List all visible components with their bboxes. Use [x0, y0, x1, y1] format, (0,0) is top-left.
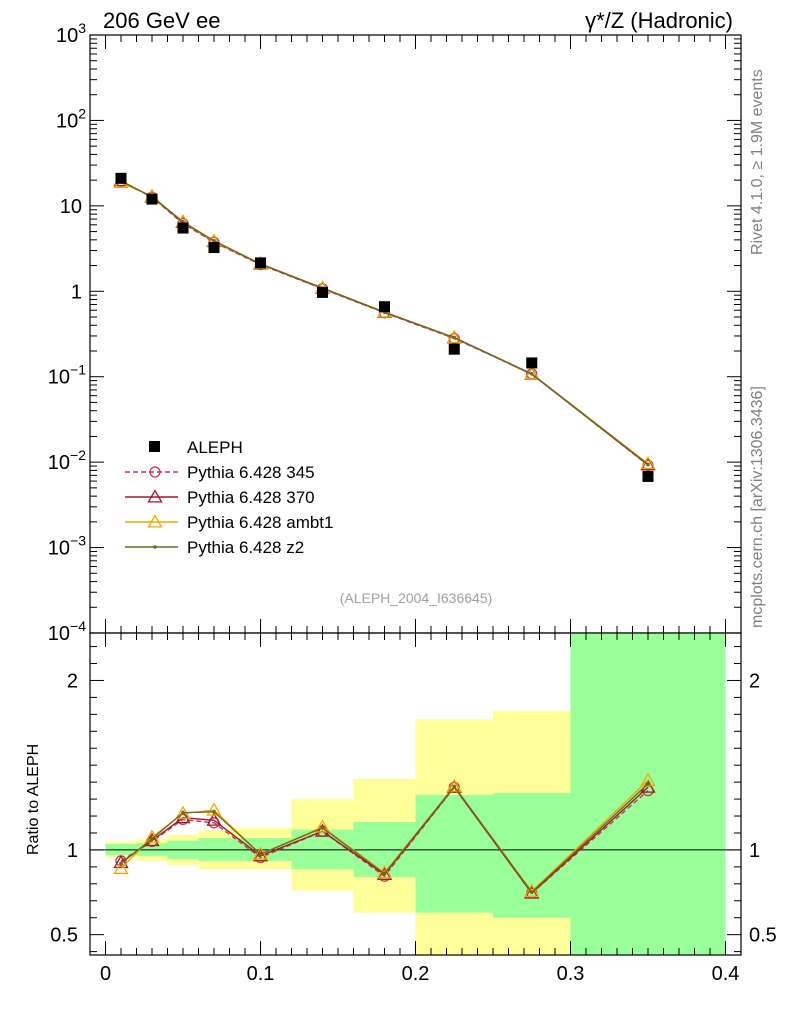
series-line [120, 181, 649, 465]
ratio-y-tick-label: 0.5 [50, 925, 78, 947]
data-point [255, 257, 266, 269]
legend-label-data: ALEPH [187, 438, 243, 457]
ratio-series-point [524, 885, 540, 899]
series-line [120, 180, 649, 466]
ratio-series-point [258, 852, 263, 856]
series-line [120, 180, 649, 465]
legend-label: Pythia 6.428 ambt1 [187, 513, 333, 532]
ratio-series-point [206, 802, 222, 816]
ratio-series-point [206, 812, 222, 826]
data-point [317, 286, 328, 298]
y-tick-label: 103 [56, 20, 86, 47]
series-point [529, 372, 534, 376]
ratio-series-point [524, 883, 540, 897]
ratio-series-point [150, 837, 154, 841]
ratio-y-tick-label: 2 [67, 670, 78, 692]
ratio-series-point [446, 778, 462, 792]
ratio-series-point [175, 809, 191, 824]
side-label-bottom: mcplots.cern.ch [arXiv:1306.3436] [749, 386, 766, 628]
x-tick-label: 0 [100, 963, 111, 985]
data-point [146, 193, 158, 205]
legend-marker [147, 514, 163, 528]
side-label-top: Rivet 4.1.0, ≥ 1.9M events [749, 69, 766, 255]
y-tick-label: 1 [71, 281, 82, 303]
ratio-series-point [113, 854, 129, 869]
series-line [120, 180, 649, 466]
y-tick-label: 10−2 [48, 447, 86, 474]
stat-uncertainty-band [570, 633, 726, 955]
ratio-series-point [181, 810, 185, 815]
ratio-series-point [646, 782, 650, 786]
x-tick-label: 0.2 [402, 963, 430, 985]
ratio-series-point [320, 826, 325, 830]
data-point [208, 242, 220, 254]
ratio-y-tick-label-right: 2 [749, 670, 760, 692]
ratio-series-point [382, 871, 387, 876]
ratio-series-line [120, 783, 649, 894]
legend: ALEPH Pythia 6.428 345 Pythia 6.428 370 Pyt… [125, 438, 333, 557]
series-point [452, 335, 457, 340]
legend-marker [149, 466, 161, 478]
legend-marker-data [149, 441, 160, 452]
ratio-series-point [252, 848, 269, 862]
x-tick-label: 0.4 [712, 963, 740, 985]
series-point [448, 332, 460, 345]
series-point [640, 455, 656, 470]
data-point [115, 172, 127, 184]
ratio-series-point [212, 809, 216, 814]
ratio-series-point [529, 890, 534, 895]
series-point [212, 238, 216, 243]
y-tick-label: 102 [56, 105, 86, 132]
legend-label: Pythia 6.428 370 [187, 488, 315, 507]
legend-marker [147, 489, 163, 503]
data-point [448, 343, 460, 355]
title-right: γ*/Z (Hadronic) [585, 8, 733, 33]
legend-marker [153, 545, 157, 549]
y-tick-label: 10−1 [48, 362, 86, 389]
ratio-ylabel: Ratio to ALEPH [25, 744, 42, 855]
data-point [642, 470, 654, 482]
analysis-ref: (ALEPH_2004_I636645) [340, 590, 493, 606]
ratio-y-tick-label: 1 [67, 840, 78, 862]
stat-uncertainty-band [415, 794, 493, 913]
x-tick-label: 0.3 [557, 963, 585, 985]
y-tick-label: 10−4 [48, 618, 86, 645]
ratio-series-point [314, 819, 331, 833]
y-tick-label: 10 [60, 196, 82, 218]
ratio-y-tick-label-right: 0.5 [749, 925, 777, 947]
data-point [526, 357, 538, 369]
legend-label: Pythia 6.428 345 [187, 463, 315, 482]
ratio-y-tick-label-right: 1 [749, 840, 760, 862]
y-tick-label: 10−3 [48, 533, 86, 560]
title-left: 206 GeV ee [103, 8, 220, 33]
legend-label: Pythia 6.428 z2 [187, 538, 304, 557]
series-point [646, 462, 650, 467]
ratio-series-point [452, 784, 457, 789]
ratio-series-point [113, 860, 129, 875]
data-point [379, 301, 390, 313]
ratio-series-point [376, 866, 393, 881]
ratio-plot: 0 0.1 0.2 0.3 0.4 0.5 0.5 1 1 2 2 [50, 632, 777, 985]
ratio-series-point [119, 861, 123, 866]
data-point [177, 222, 189, 234]
x-tick-label: 0.1 [247, 963, 275, 985]
